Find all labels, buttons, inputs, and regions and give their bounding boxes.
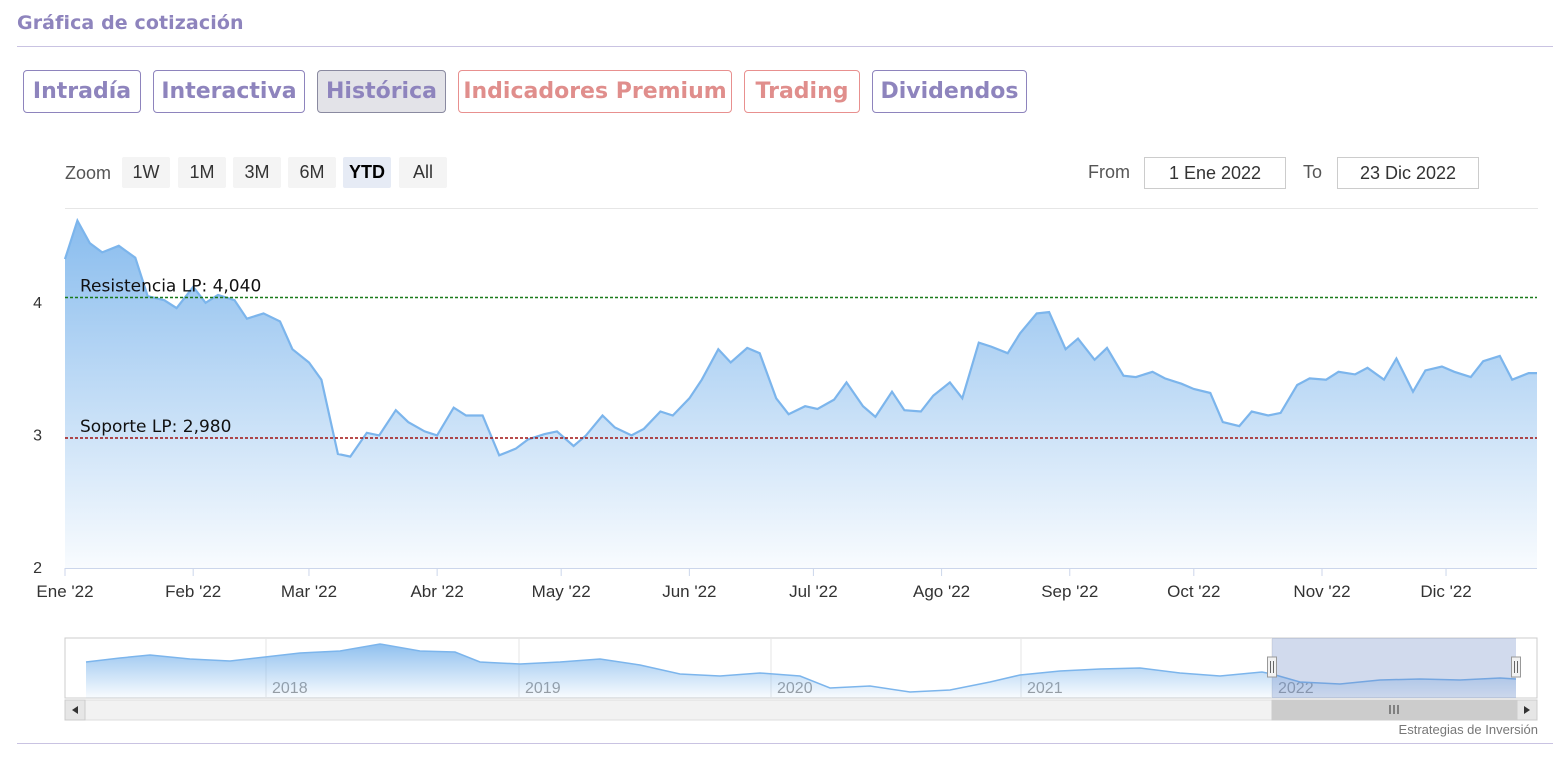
x-tick-label: Ene '22 <box>36 582 93 601</box>
x-tick-label: Sep '22 <box>1041 582 1098 601</box>
zoom-all-button[interactable]: All <box>399 157 447 188</box>
zoom-1m-button[interactable]: 1M <box>178 157 226 188</box>
y-tick-label: 3 <box>33 427 42 444</box>
price-line <box>63 217 1537 458</box>
resistance-label: Resistencia LP: 4,040 <box>80 277 261 297</box>
support-label: Soporte LP: 2,980 <box>80 417 231 437</box>
from-date-input[interactable]: 1 Ene 2022 <box>1144 157 1286 189</box>
x-tick-label: Abr '22 <box>410 582 463 601</box>
page-title: Gráfica de cotización <box>17 12 244 34</box>
y-tick-label: 4 <box>33 295 42 312</box>
zoom-1w-button[interactable]: 1W <box>122 157 170 188</box>
tab-trading[interactable]: Trading <box>744 70 860 113</box>
navigator-selection <box>1272 638 1516 698</box>
tab-interactiva[interactable]: Interactiva <box>153 70 305 113</box>
from-label: From <box>1088 162 1130 182</box>
to-label: To <box>1303 162 1323 182</box>
arrow-left-icon <box>72 706 78 714</box>
arrow-right-icon <box>1524 706 1530 714</box>
to-date-input[interactable]: 23 Dic 2022 <box>1337 157 1479 189</box>
y-tick-label: 2 <box>33 560 42 577</box>
zoom-3m-button[interactable]: 3M <box>233 157 281 188</box>
navigator-left-handle[interactable] <box>1267 656 1277 678</box>
bottom-divider <box>17 743 1553 744</box>
tab-historica[interactable]: Histórica <box>317 70 446 113</box>
navigator-line <box>85 643 1517 693</box>
x-tick-label: Ago '22 <box>913 582 970 601</box>
x-tick-label: Dic '22 <box>1420 582 1471 601</box>
x-tick-label: Jul '22 <box>789 582 838 601</box>
price-area <box>65 220 1537 568</box>
x-tick-label: May '22 <box>532 582 591 601</box>
tab-dividendos[interactable]: Dividendos <box>872 70 1027 113</box>
zoom-label: Zoom <box>65 163 112 183</box>
x-tick-label: Oct '22 <box>1167 582 1220 601</box>
navigator-area <box>86 644 1516 698</box>
x-tick-label: Feb '22 <box>165 582 221 601</box>
tab-intradia[interactable]: Intradía <box>23 70 141 113</box>
x-tick-label: Mar '22 <box>281 582 337 601</box>
credits-link[interactable]: Estrategias de Inversión <box>1398 722 1538 737</box>
tab-indicadores-premium[interactable]: Indicadores Premium <box>458 70 732 113</box>
navigator-right-handle[interactable] <box>1511 656 1521 678</box>
x-tick-label: Nov '22 <box>1293 582 1350 601</box>
zoom-ytd-button[interactable]: YTD <box>343 157 391 188</box>
x-tick-label: Jun '22 <box>662 582 716 601</box>
zoom-6m-button[interactable]: 6M <box>288 157 336 188</box>
title-divider <box>17 46 1553 47</box>
range-selector-divider <box>65 208 1538 209</box>
